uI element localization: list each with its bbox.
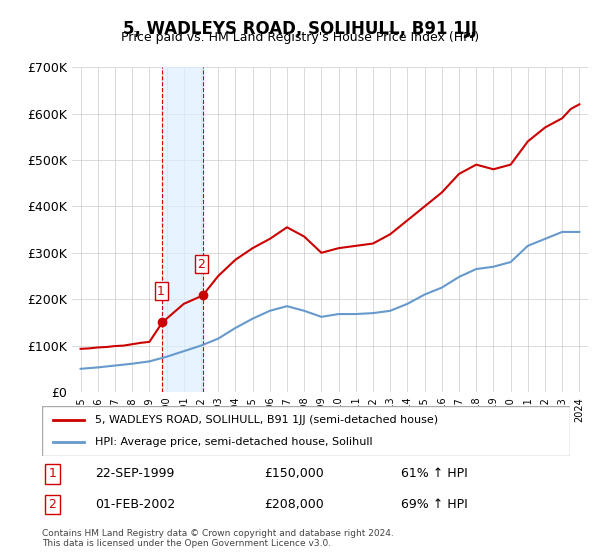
Text: Price paid vs. HM Land Registry's House Price Index (HPI): Price paid vs. HM Land Registry's House … <box>121 31 479 44</box>
Text: 22-SEP-1999: 22-SEP-1999 <box>95 468 174 480</box>
FancyBboxPatch shape <box>42 406 570 456</box>
Text: £208,000: £208,000 <box>264 498 323 511</box>
Text: 5, WADLEYS ROAD, SOLIHULL, B91 1JJ (semi-detached house): 5, WADLEYS ROAD, SOLIHULL, B91 1JJ (semi… <box>95 415 438 425</box>
Text: 2: 2 <box>197 258 205 270</box>
Text: HPI: Average price, semi-detached house, Solihull: HPI: Average price, semi-detached house,… <box>95 437 373 447</box>
Text: 2: 2 <box>49 498 56 511</box>
Bar <box>162 67 203 392</box>
Text: 1: 1 <box>49 468 56 480</box>
Text: This data is licensed under the Open Government Licence v3.0.: This data is licensed under the Open Gov… <box>42 539 331 548</box>
Text: 61% ↑ HPI: 61% ↑ HPI <box>401 468 468 480</box>
Text: 1: 1 <box>157 284 165 297</box>
Text: Contains HM Land Registry data © Crown copyright and database right 2024.: Contains HM Land Registry data © Crown c… <box>42 529 394 538</box>
Text: 01-FEB-2002: 01-FEB-2002 <box>95 498 175 511</box>
Text: 5, WADLEYS ROAD, SOLIHULL, B91 1JJ: 5, WADLEYS ROAD, SOLIHULL, B91 1JJ <box>123 20 477 38</box>
Text: 69% ↑ HPI: 69% ↑ HPI <box>401 498 468 511</box>
Text: £150,000: £150,000 <box>264 468 323 480</box>
